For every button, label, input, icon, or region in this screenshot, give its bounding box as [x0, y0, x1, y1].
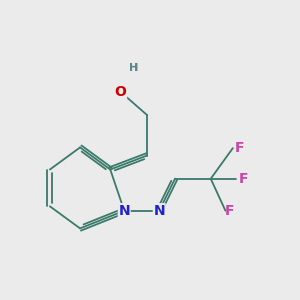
- Text: N: N: [153, 204, 165, 218]
- Text: F: F: [239, 172, 249, 186]
- Text: O: O: [115, 85, 127, 99]
- Text: N: N: [118, 204, 130, 218]
- Text: H: H: [129, 63, 138, 73]
- Text: F: F: [225, 204, 235, 218]
- Text: N: N: [118, 204, 130, 218]
- Text: N: N: [153, 204, 165, 218]
- Text: F: F: [235, 141, 244, 155]
- Text: H: H: [129, 63, 138, 73]
- Text: O: O: [115, 85, 127, 99]
